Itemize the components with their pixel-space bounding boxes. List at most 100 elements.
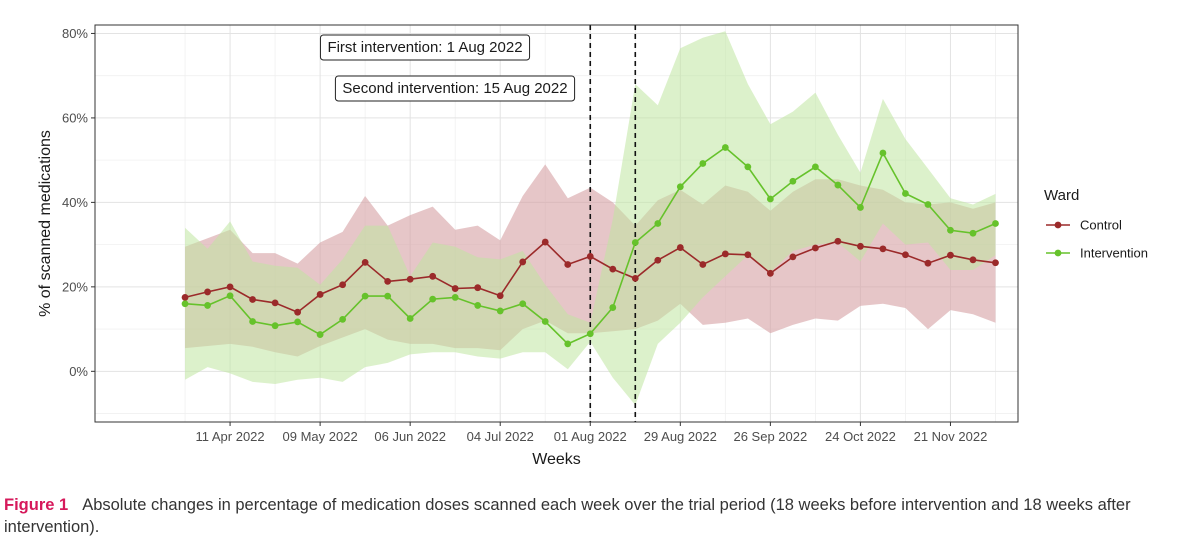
point-control <box>992 259 999 267</box>
point-intervention <box>699 160 707 167</box>
point-intervention <box>789 177 797 185</box>
point-intervention <box>992 220 999 227</box>
point-intervention <box>181 300 189 308</box>
x-tick-label: 01 Aug 2022 <box>554 429 627 444</box>
point-control <box>721 250 729 258</box>
point-intervention <box>339 315 347 323</box>
point-intervention <box>902 190 909 197</box>
point-control <box>181 294 189 301</box>
point-intervention <box>947 226 954 234</box>
point-control <box>789 253 797 261</box>
point-control <box>631 275 639 282</box>
point-control <box>654 256 662 264</box>
point-intervention <box>294 318 302 326</box>
point-intervention <box>969 229 977 237</box>
point-control <box>879 245 887 253</box>
annotations: First intervention: 1 Aug 2022 Second int… <box>319 34 576 102</box>
x-axis-title: Weeks <box>532 451 581 468</box>
point-intervention <box>451 294 459 301</box>
point-control <box>541 238 549 246</box>
figure-caption-text: Absolute changes in percentage of medica… <box>4 496 1131 536</box>
x-tick-label: 29 Aug 2022 <box>644 429 717 444</box>
point-intervention <box>271 322 279 330</box>
point-control <box>294 308 302 316</box>
point-intervention <box>519 300 527 308</box>
point-intervention <box>631 239 639 246</box>
annotation-label-1: First intervention: 1 Aug 2022 <box>327 39 522 56</box>
point-intervention <box>474 302 482 309</box>
point-intervention <box>316 331 324 338</box>
point-control <box>902 251 909 259</box>
y-axis-title: % of scanned medications <box>37 130 54 317</box>
point-intervention <box>564 340 572 348</box>
legend-title: Ward <box>1044 187 1079 204</box>
point-control <box>316 291 324 298</box>
x-tick-label: 06 Jun 2022 <box>374 429 446 444</box>
point-intervention <box>226 292 234 300</box>
point-control <box>361 258 369 266</box>
point-control <box>699 261 707 268</box>
point-control <box>969 256 977 264</box>
point-control <box>519 258 527 266</box>
point-intervention <box>857 204 864 211</box>
series-points <box>181 144 999 348</box>
point-intervention <box>429 295 437 303</box>
point-intervention <box>676 183 684 191</box>
point-control <box>249 296 256 303</box>
point-intervention <box>609 304 617 311</box>
point-intervention <box>811 163 819 171</box>
point-control <box>226 283 234 291</box>
intervention-lines <box>589 25 637 422</box>
point-intervention <box>361 292 369 300</box>
point-control <box>586 253 594 260</box>
point-intervention <box>924 201 932 208</box>
axes: 0% 20% 40% 60% 80% 11 Apr 2022 09 May 2022 06 J… <box>62 26 987 444</box>
point-intervention <box>654 220 662 227</box>
point-intervention <box>766 195 774 203</box>
legend-label-control: Control <box>1080 218 1122 233</box>
point-control <box>676 244 684 251</box>
point-intervention <box>586 330 594 338</box>
annotation-label-2: Second intervention: 15 Aug 2022 <box>342 80 567 97</box>
point-control <box>834 237 842 245</box>
point-control <box>766 269 774 277</box>
point-control <box>947 251 954 259</box>
x-tick-label: 09 May 2022 <box>283 429 358 444</box>
x-tick-label: 24 Oct 2022 <box>825 429 896 444</box>
figure-caption: Figure 1 Absolute changes in percentage o… <box>4 494 1196 538</box>
legend-key-point-intervention <box>1054 249 1062 257</box>
band-intervention <box>185 31 996 406</box>
legend-key-point-control <box>1054 221 1062 229</box>
point-intervention <box>744 163 752 171</box>
point-control <box>609 265 617 273</box>
point-control <box>474 284 482 292</box>
legend-label-intervention: Intervention <box>1080 246 1148 261</box>
point-control <box>564 261 572 268</box>
point-intervention <box>384 292 392 300</box>
point-intervention <box>879 149 887 157</box>
x-tick-label: 11 Apr 2022 <box>195 429 264 444</box>
point-control <box>429 272 437 280</box>
y-tick-label: 60% <box>62 110 88 125</box>
point-control <box>451 285 459 292</box>
point-control <box>384 277 392 285</box>
point-control <box>204 288 211 296</box>
point-control <box>744 251 752 259</box>
point-intervention <box>249 318 256 325</box>
annotation-box-1 <box>319 34 531 61</box>
y-tick-label: 40% <box>62 195 88 210</box>
point-control <box>406 275 414 283</box>
point-intervention <box>721 144 729 151</box>
point-control <box>339 281 347 289</box>
panel-border <box>94 24 1019 423</box>
point-control <box>857 242 864 250</box>
chart: First intervention: 1 Aug 2022 Second int… <box>37 24 1148 468</box>
y-tick-label: 20% <box>62 279 88 294</box>
point-control <box>496 292 504 300</box>
figure-label: Figure 1 <box>4 496 69 514</box>
point-intervention <box>496 307 504 315</box>
point-control <box>924 259 932 267</box>
point-intervention <box>204 302 211 309</box>
y-tick-label: 0% <box>69 364 88 379</box>
point-control <box>811 244 819 252</box>
